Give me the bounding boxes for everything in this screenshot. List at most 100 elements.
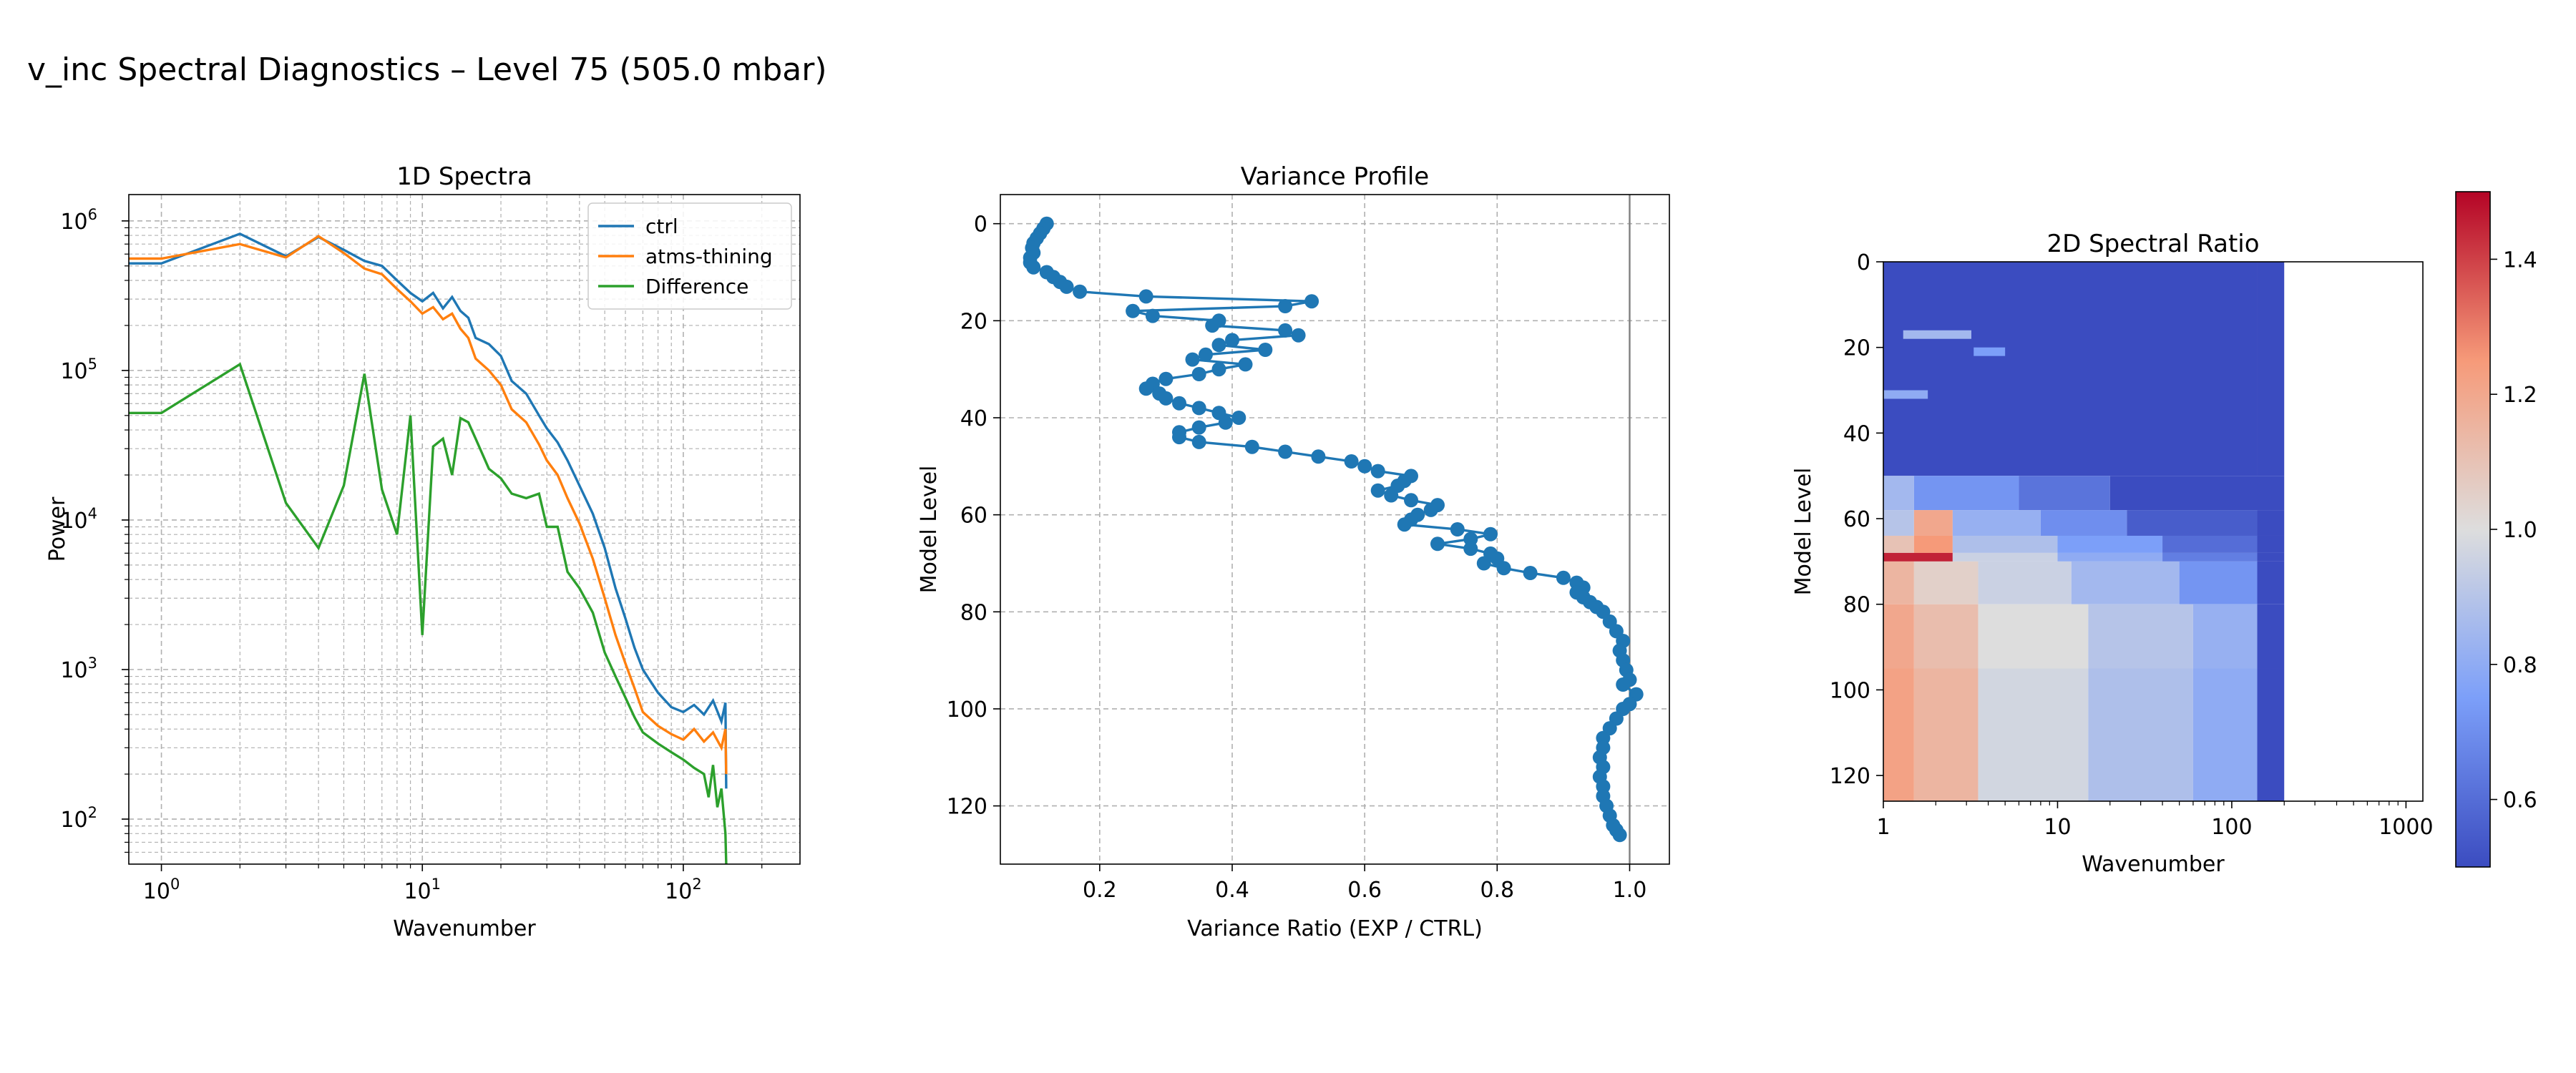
chart-variance-profile: 0.2 0.4 0.6 0.8 1.0 0 20 40 60 80 100 120 Variance P… bbox=[917, 162, 1670, 941]
data-point bbox=[1244, 439, 1259, 454]
x-tick-label: 0.2 bbox=[1083, 878, 1117, 903]
y-tick-label: 0 bbox=[974, 212, 987, 237]
heatmap-cell bbox=[2162, 535, 2258, 553]
colorbar-tick-label: 0.6 bbox=[2503, 788, 2537, 813]
data-point bbox=[1185, 352, 1200, 367]
data-point bbox=[1231, 411, 1246, 425]
y-tick-label: 40 bbox=[960, 406, 987, 431]
data-point bbox=[1199, 347, 1213, 362]
series-line-atms-thining bbox=[129, 235, 728, 775]
data-point bbox=[1370, 464, 1385, 479]
data-point bbox=[1258, 343, 1273, 357]
y-tick-label: 60 bbox=[960, 504, 987, 529]
heatmap-cell bbox=[2057, 535, 2163, 553]
heatmap-cell bbox=[2019, 476, 2110, 511]
colorbar-tick-label: 1.4 bbox=[2503, 248, 2537, 273]
y-axis-label: Model Level bbox=[1791, 468, 1816, 596]
heatmap-cell bbox=[1883, 476, 1914, 511]
heatmap-cell bbox=[1883, 668, 1914, 801]
figure-suptitle: v_inc Spectral Diagnostics – Level 75 (5… bbox=[27, 52, 827, 88]
heatmap-cell bbox=[1883, 604, 1914, 669]
heatmap-cell bbox=[1883, 535, 1914, 553]
chart-title: 1D Spectra bbox=[396, 162, 532, 191]
heatmap-cell bbox=[1883, 262, 2258, 476]
data-point bbox=[1145, 308, 1160, 323]
legend-label: Difference bbox=[645, 275, 748, 298]
data-point bbox=[1278, 323, 1293, 338]
data-point bbox=[1205, 318, 1220, 333]
data-point bbox=[1138, 289, 1153, 304]
colorbar-tick-label: 1.0 bbox=[2503, 518, 2537, 543]
tick-label: 106 bbox=[60, 206, 97, 235]
x-tick-label: 1.0 bbox=[1613, 878, 1647, 903]
data-point bbox=[1191, 401, 1206, 416]
plot-frame bbox=[1000, 194, 1670, 865]
chart-title: Variance Profile bbox=[1241, 162, 1429, 191]
heatmap-cell bbox=[2088, 604, 2193, 669]
colorbar-tick-label: 1.2 bbox=[2503, 383, 2537, 408]
data-point bbox=[1026, 260, 1041, 275]
heatmap-cell bbox=[1883, 561, 1914, 604]
heatmap-cell bbox=[1903, 330, 1971, 339]
chart-1d-spectra: 100 101 102 102 103 104 105 106 1D Spectra Wavenu… bbox=[45, 162, 801, 941]
legend-label: atms-thining bbox=[645, 245, 773, 268]
y-tick-label: 100 bbox=[1830, 678, 1870, 703]
x-tick-label: 1 bbox=[1876, 815, 1890, 840]
heatmap-cell bbox=[1974, 347, 2006, 356]
heatmap-cell bbox=[1913, 561, 1979, 604]
heatmap-cell bbox=[1978, 561, 2072, 604]
data-point bbox=[1126, 303, 1141, 318]
y-tick-label: 120 bbox=[1830, 764, 1870, 789]
y-tick-label: 100 bbox=[947, 697, 987, 722]
heatmap-cell bbox=[2192, 604, 2258, 669]
heatmap-cell bbox=[2179, 561, 2258, 604]
legend-box bbox=[587, 202, 792, 310]
tick-label: 104 bbox=[60, 505, 97, 534]
data-point bbox=[1238, 357, 1253, 372]
heatmap-cell bbox=[1913, 604, 1979, 669]
data-point bbox=[1191, 367, 1206, 381]
plot-frame bbox=[1883, 261, 2424, 802]
tick-label: 102 bbox=[665, 876, 702, 904]
heatmap-cell bbox=[2257, 561, 2285, 604]
data-point bbox=[1158, 371, 1174, 386]
heatmap-cell bbox=[2071, 561, 2180, 604]
heatmap-cell bbox=[1978, 668, 2089, 801]
heatmap-cell bbox=[1952, 510, 2041, 536]
data-point bbox=[1172, 396, 1186, 411]
data-point bbox=[1397, 517, 1412, 532]
data-point bbox=[1291, 328, 1306, 343]
data-point bbox=[1616, 677, 1631, 692]
colorbar bbox=[2455, 191, 2491, 868]
heatmap-cell bbox=[2040, 510, 2127, 536]
data-point bbox=[1496, 561, 1511, 576]
x-tick-label: 0.4 bbox=[1215, 878, 1249, 903]
heatmap-cell bbox=[1883, 510, 1914, 536]
tick-label: 101 bbox=[404, 876, 441, 904]
series-line-ctrl bbox=[129, 232, 728, 789]
y-tick-label: 60 bbox=[1843, 507, 1870, 532]
data-point bbox=[1172, 430, 1186, 445]
heatmap-cell bbox=[1913, 668, 1979, 801]
plot-frame bbox=[128, 194, 801, 865]
heatmap-cell bbox=[1883, 390, 1928, 399]
heatmap-cell bbox=[2257, 552, 2285, 562]
heatmap-cell bbox=[2088, 668, 2193, 801]
data-point bbox=[1344, 454, 1359, 469]
data-point bbox=[1450, 522, 1465, 536]
y-axis-label: Power bbox=[45, 496, 70, 562]
x-tick-label: 0.6 bbox=[1347, 878, 1382, 903]
data-point bbox=[1357, 459, 1372, 474]
y-tick-label: 80 bbox=[1843, 593, 1870, 618]
heatmap-cell bbox=[2257, 262, 2285, 476]
heatmap-cell bbox=[2192, 668, 2258, 801]
data-point bbox=[1423, 502, 1438, 517]
data-point bbox=[1483, 526, 1498, 542]
y-tick-label: 20 bbox=[960, 309, 987, 334]
data-point bbox=[1211, 362, 1226, 377]
y-tick-label: 120 bbox=[947, 795, 987, 820]
data-point bbox=[1476, 556, 1491, 571]
chart-2d-spectral-ratio: 1 10 100 1000 0 20 40 60 80 100 120 2D Spectral Rat… bbox=[1791, 191, 2537, 877]
heatmap-cell bbox=[2257, 535, 2285, 553]
